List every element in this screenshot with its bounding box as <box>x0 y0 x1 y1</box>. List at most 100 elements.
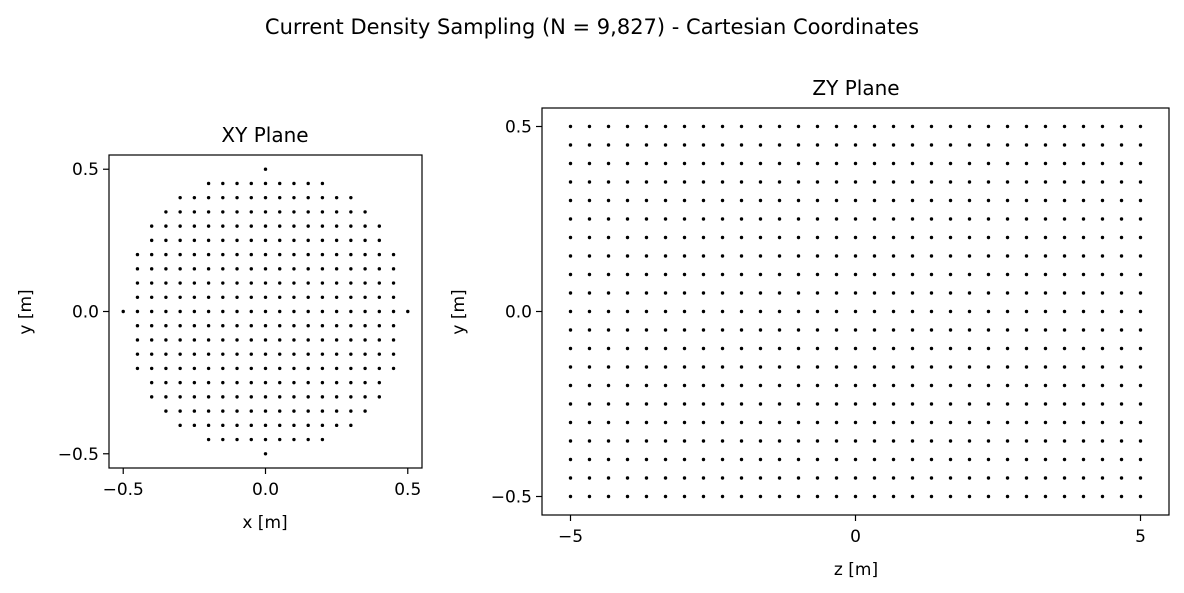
zy-plane-point <box>739 346 744 351</box>
zy-plane-point <box>758 217 763 221</box>
xy-plane-point <box>292 352 296 356</box>
zy-plane-point <box>701 420 706 425</box>
xy-plane-point <box>221 210 225 214</box>
zy-plane-point <box>1138 180 1143 184</box>
zy-plane-point <box>1043 346 1048 351</box>
zy-plane-point <box>701 439 706 443</box>
xy-plane-point <box>306 437 310 442</box>
zy-plane-point <box>587 143 592 147</box>
zy-plane-point <box>682 439 687 443</box>
xy-plane-point <box>192 238 197 243</box>
zy-plane-point <box>758 494 763 499</box>
zy-plane-point <box>1138 309 1143 314</box>
zy-plane-point <box>777 346 782 351</box>
xy-plane-point <box>320 423 325 428</box>
zy-plane-point <box>644 420 649 425</box>
zy-plane-point <box>777 439 782 443</box>
zy-plane-point <box>872 198 877 203</box>
zy-plane-point <box>948 180 953 184</box>
zy-plane-point <box>1138 346 1143 351</box>
zy-plane-point <box>682 217 687 221</box>
zy-plane-point <box>948 494 953 499</box>
xy-plane-point <box>363 267 367 271</box>
xy-plane-point <box>278 267 282 271</box>
xy-plane-point <box>349 324 353 328</box>
zy-plane-y-tick-label: 0.5 <box>505 118 532 138</box>
zy-plane-ylabel: y [m] <box>449 289 469 334</box>
zy-plane-point <box>606 457 611 462</box>
zy-plane-point <box>815 180 820 184</box>
zy-plane-point <box>568 217 573 221</box>
zy-plane-point <box>853 439 858 443</box>
zy-plane-point <box>758 180 763 184</box>
zy-plane-point <box>663 235 668 240</box>
zy-plane-point <box>720 143 725 147</box>
zy-plane-point <box>1005 309 1010 314</box>
zy-plane-point <box>644 161 649 166</box>
zy-plane-point <box>1100 383 1105 388</box>
zy-plane-point <box>891 291 896 295</box>
zy-plane-title: ZY Plane <box>812 76 899 100</box>
xy-plane-point <box>263 380 268 385</box>
xy-plane-point <box>206 195 211 200</box>
zy-plane-point <box>1081 328 1086 332</box>
xy-plane-point <box>192 338 197 342</box>
zy-plane-point <box>834 439 839 443</box>
zy-plane-point <box>1024 346 1029 351</box>
zy-plane-point <box>834 217 839 221</box>
zy-plane-point <box>1081 161 1086 166</box>
zy-plane-point <box>948 217 953 221</box>
xy-plane-x-ticks: −0.5 0.0 0.5 <box>103 468 421 500</box>
zy-plane-point <box>682 420 687 425</box>
xy-plane-point <box>149 295 154 299</box>
zy-plane-point <box>815 383 820 388</box>
xy-plane-point <box>149 324 154 328</box>
zy-plane-point <box>644 365 649 369</box>
xy-plane-point <box>206 281 211 285</box>
zy-plane-point <box>910 143 915 147</box>
zy-plane-point <box>701 309 706 314</box>
zy-plane-point <box>777 309 782 314</box>
zy-plane-point <box>1138 217 1143 221</box>
zy-plane-point <box>1119 161 1124 166</box>
zy-plane-point <box>853 494 858 499</box>
zy-plane-point <box>1062 272 1067 277</box>
xy-plane-point <box>263 181 268 186</box>
zy-plane-point <box>625 161 630 166</box>
zy-plane-point <box>720 254 725 258</box>
zy-plane-point <box>739 161 744 166</box>
zy-plane-point <box>701 365 706 369</box>
xy-plane-point <box>235 238 239 243</box>
xy-plane-y-tick-label: 0.5 <box>72 160 99 180</box>
xy-plane-point <box>292 423 296 428</box>
zy-plane-point <box>796 198 801 203</box>
zy-plane-point <box>891 254 896 258</box>
zy-plane-point <box>587 124 592 129</box>
zy-plane-point <box>986 254 991 258</box>
xy-plane-point <box>278 309 282 314</box>
zy-plane-point <box>587 217 592 221</box>
zy-plane-point <box>1043 420 1048 425</box>
zy-plane-point <box>701 494 706 499</box>
xy-plane-point <box>349 409 353 413</box>
zy-plane-point <box>834 180 839 184</box>
zy-plane-point <box>834 143 839 147</box>
xy-plane-point <box>135 281 140 285</box>
xy-plane-point <box>192 366 197 371</box>
zy-plane-point <box>1005 124 1010 129</box>
zy-plane-point <box>682 124 687 129</box>
zy-plane-point <box>1005 346 1010 351</box>
zy-plane-point <box>777 494 782 499</box>
zy-plane-point <box>777 180 782 184</box>
zy-plane-point <box>967 420 972 425</box>
zy-plane-point <box>796 383 801 388</box>
xy-plane-point <box>349 338 353 342</box>
zy-plane-point <box>663 457 668 462</box>
xy-plane-point <box>334 195 339 200</box>
zy-plane-point <box>834 328 839 332</box>
xy-plane-point <box>206 224 211 228</box>
zy-plane-point <box>1024 235 1029 240</box>
zy-plane-point <box>1024 476 1029 480</box>
zy-plane-point <box>625 143 630 147</box>
xy-plane-point <box>135 252 140 257</box>
